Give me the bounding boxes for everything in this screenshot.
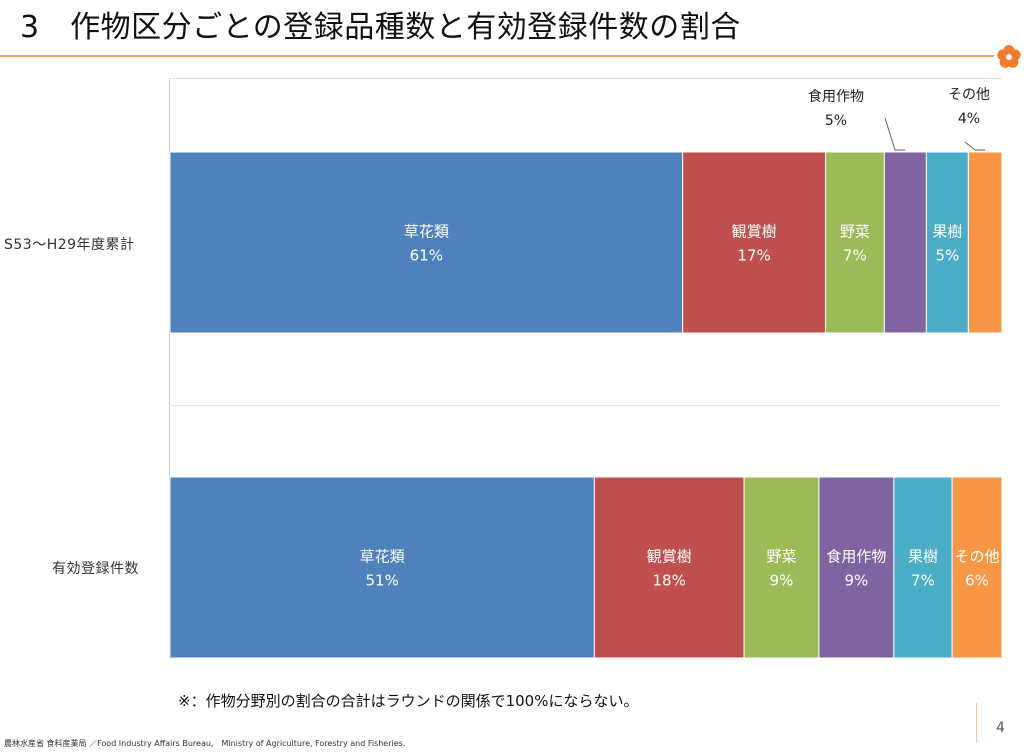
segment-label-name: 草花類 [360,548,405,566]
segment-label-value: 9% [845,572,869,590]
segment-label-value: 6% [965,572,989,590]
bar-segment [818,476,895,659]
footnote: ※：作物分野別の割合の合計はラウンドの関係で100%にならない。 [178,692,639,710]
bar-segment [169,151,684,334]
segment-label-value: 18% [653,572,686,590]
page-number: 4 [996,720,1005,736]
segment-label-value: 7% [911,572,935,590]
segment-label-name: その他 [955,548,1000,566]
bar-segment [169,476,595,659]
callout-line [964,141,986,151]
segment-label-name: 果樹 [908,548,938,566]
segment-label-value: 5% [825,113,847,129]
bar-segment [593,476,745,659]
segment-label-value: 61% [410,247,443,265]
segment-label-value: 17% [737,247,770,265]
page-title: 3 作物区分ごとの登録品種数と有効登録件数の割合 [20,10,741,45]
segment-label-value: 7% [843,247,867,265]
flower-logo-icon [997,45,1021,68]
segment-label-name: 観賞樹 [732,223,777,241]
bar-segment [682,151,827,334]
segment-label-value: 51% [365,572,398,590]
category-label-active: 有効登録件数 [52,561,139,577]
bar-segment [883,151,927,334]
segment-label-name: 野菜 [840,223,870,241]
segment-label-name: 観賞樹 [647,548,692,566]
segment-label-name: 食用作物 [808,88,864,105]
footer-rule [976,703,977,743]
segment-label-name: 草花類 [404,223,449,241]
chart-divider [169,405,1001,406]
segment-label-name: 果樹 [932,223,962,241]
category-label-cumulative: S53～H29年度累計 [4,237,135,253]
segment-label-value: 4% [958,111,980,127]
bar-segment [967,151,1003,334]
callout-line [884,117,906,151]
footer-text: 農林水産省 食料産業局 ／Food Industry Affairs Burea… [4,739,406,748]
bar-segment [825,151,885,334]
bar-segment [925,151,969,334]
segment-label-name: 食用作物 [826,548,886,566]
segment-label-value: 9% [770,572,794,590]
title-rule [0,55,994,57]
segment-label-name: 野菜 [767,548,797,566]
bar-segment [893,476,953,659]
bar-segment [951,476,1003,659]
segment-label-value: 5% [935,247,959,265]
bar-segment [743,476,820,659]
segment-label-name: その他 [948,87,990,103]
chart-plot-area [169,78,1002,659]
